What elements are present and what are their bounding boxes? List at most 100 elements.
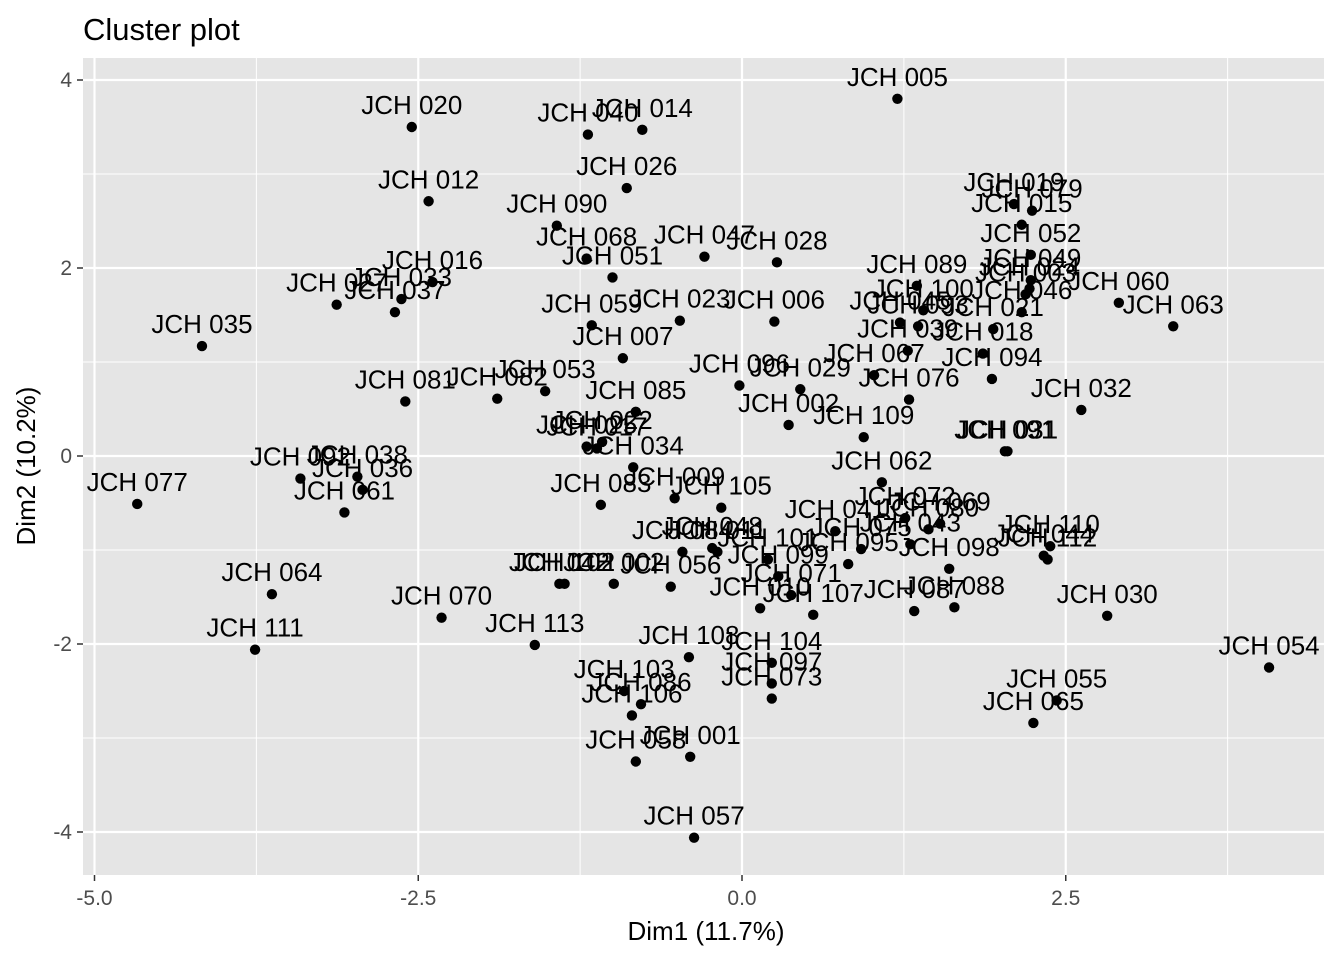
point-label: JCH 075	[811, 512, 912, 542]
point-label: JCH 003	[975, 257, 1076, 287]
point-label: JCH 101	[717, 522, 818, 552]
data-point	[892, 93, 903, 105]
data-point	[1020, 289, 1031, 300]
y-tick-label: -2	[53, 633, 72, 656]
data-point	[529, 639, 540, 651]
data-point	[918, 305, 929, 316]
data-point	[699, 251, 710, 262]
point-label: JCH 063	[1123, 289, 1224, 319]
data-point	[539, 385, 551, 397]
data-point	[766, 657, 777, 668]
point-label: JCH 045	[849, 286, 950, 316]
data-point	[899, 512, 911, 524]
data-point	[559, 578, 570, 590]
point-label: JCH 034	[583, 430, 684, 460]
point-label: JCH 067	[824, 338, 925, 368]
data-point	[683, 651, 695, 663]
point-label: JCH 019	[963, 167, 1064, 197]
point-label: JCH 048	[662, 511, 763, 541]
data-point	[949, 602, 960, 613]
point-label: JCH 002	[563, 547, 664, 577]
data-point	[132, 498, 143, 510]
data-point	[665, 581, 676, 592]
data-point	[389, 306, 401, 318]
data-point	[902, 345, 913, 356]
data-point	[617, 353, 629, 364]
point-label: JCH 112	[998, 522, 1097, 552]
data-point	[674, 315, 686, 326]
data-point	[830, 526, 841, 537]
point-label: JCH 072	[855, 481, 956, 511]
point-label: JCH 057	[644, 801, 745, 831]
minor-grid	[83, 58, 1324, 875]
major-grid	[83, 58, 1324, 875]
x-axis: -5.0 -2.5 0.0 2.5	[76, 875, 1080, 910]
point-label: JCH 080	[878, 492, 979, 522]
point-label: JCH 098	[899, 532, 1000, 562]
point-label: JCH 102	[514, 547, 615, 577]
point-label: JCH 035	[151, 309, 252, 339]
point-label: JCH 055	[1006, 663, 1107, 693]
data-point	[988, 323, 999, 335]
data-point	[903, 394, 915, 405]
point-label: JCH 015	[971, 188, 1072, 218]
data-point	[396, 293, 407, 305]
point-label: JCH 038	[307, 440, 408, 470]
point-label: JCH 062	[831, 445, 932, 475]
data-point	[492, 393, 503, 404]
data-point	[352, 471, 363, 482]
data-point	[630, 406, 642, 418]
point-label: JCH 005	[847, 62, 948, 92]
data-point	[1051, 695, 1062, 706]
data-point	[637, 124, 648, 136]
data-point	[716, 502, 727, 513]
data-point	[934, 518, 946, 529]
data-point	[783, 419, 794, 431]
point-label: JCH 059	[541, 288, 642, 318]
point-label: JCH 086	[590, 667, 691, 697]
data-point	[911, 280, 923, 292]
point-label: JCH 087	[864, 574, 965, 604]
x-axis-title: Dim1 (11.7%)	[627, 916, 784, 946]
data-point	[635, 698, 647, 710]
data-point	[754, 603, 766, 614]
point-label: JCH 033	[351, 262, 452, 292]
data-point	[766, 693, 777, 704]
point-label: JCH 030	[1057, 579, 1158, 609]
data-point	[607, 272, 618, 283]
point-label: JCH 083	[550, 468, 651, 498]
point-label: JCH 106	[581, 678, 682, 708]
data-point	[766, 678, 777, 689]
data-point	[734, 380, 745, 391]
point-label: JCH 031	[957, 414, 1058, 444]
data-point	[626, 710, 638, 721]
point-label: JCH 082	[447, 362, 548, 392]
data-point	[842, 558, 854, 570]
data-point	[795, 384, 806, 395]
data-point	[586, 320, 597, 331]
data-point	[1113, 297, 1125, 308]
point-label: JCH 097	[721, 646, 822, 676]
data-point	[551, 220, 563, 231]
y-tick-label: -4	[53, 821, 72, 844]
point-label: JCH 027	[286, 268, 387, 298]
point-label: JCH 020	[361, 90, 462, 120]
data-point	[894, 317, 906, 328]
data-point	[1101, 610, 1113, 621]
data-point	[266, 588, 278, 600]
point-label: JCH 058	[585, 725, 686, 755]
point-label: JCH 076	[858, 363, 959, 393]
y-axis: -4 -2 0 2 4	[53, 69, 83, 844]
point-label: JCH 110	[1001, 509, 1100, 539]
data-point	[977, 348, 989, 359]
chart-title: Cluster plot	[83, 12, 240, 47]
point-label: JCH 043	[860, 507, 961, 537]
point-label: JCH 037	[344, 275, 445, 305]
data-point	[868, 369, 880, 381]
point-label: JCH 065	[983, 686, 1084, 716]
data-point	[196, 340, 208, 352]
data-point	[808, 609, 819, 621]
point-label: JCH 011	[668, 515, 767, 545]
data-point	[858, 432, 869, 443]
point-label: JCH 109	[813, 400, 914, 430]
